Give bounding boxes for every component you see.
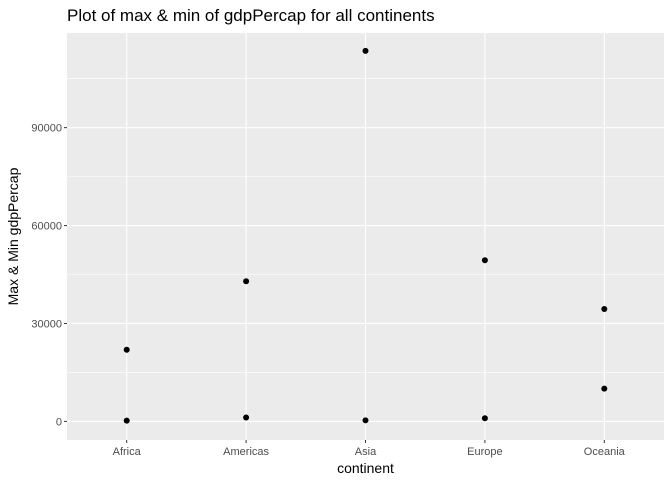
data-point-max-europe — [481, 257, 488, 264]
chart-title: Plot of max & min of gdpPercap for all c… — [67, 6, 435, 25]
data-point-min-asia — [362, 417, 369, 424]
data-point-min-africa — [123, 417, 130, 424]
x-tick-label: Oceania — [584, 446, 626, 458]
y-tick-label: 60000 — [31, 221, 62, 233]
major-gridlines — [67, 33, 664, 440]
x-tick-label: Americas — [223, 446, 269, 458]
data-point-max-africa — [123, 346, 130, 353]
y-axis: 0 30000 60000 90000 — [31, 123, 67, 428]
x-axis: Africa Americas Asia Europe Oceania — [113, 440, 626, 458]
data-points — [123, 47, 608, 424]
data-point-min-americas — [243, 414, 250, 421]
x-tick-label: Asia — [355, 446, 377, 458]
x-axis-title: continent — [337, 460, 394, 476]
data-point-min-oceania — [601, 385, 608, 392]
y-tick-label: 0 — [56, 416, 62, 428]
x-tick-label: Europe — [467, 446, 502, 458]
y-tick-label: 30000 — [31, 318, 62, 330]
y-axis-title: Max & Min gdpPercap — [5, 167, 21, 305]
data-point-min-europe — [481, 415, 488, 422]
data-point-max-asia — [362, 47, 369, 54]
x-tick-label: Africa — [113, 446, 142, 458]
data-point-max-americas — [243, 278, 250, 285]
y-tick-label: 90000 — [31, 123, 62, 135]
data-point-max-oceania — [601, 306, 608, 313]
